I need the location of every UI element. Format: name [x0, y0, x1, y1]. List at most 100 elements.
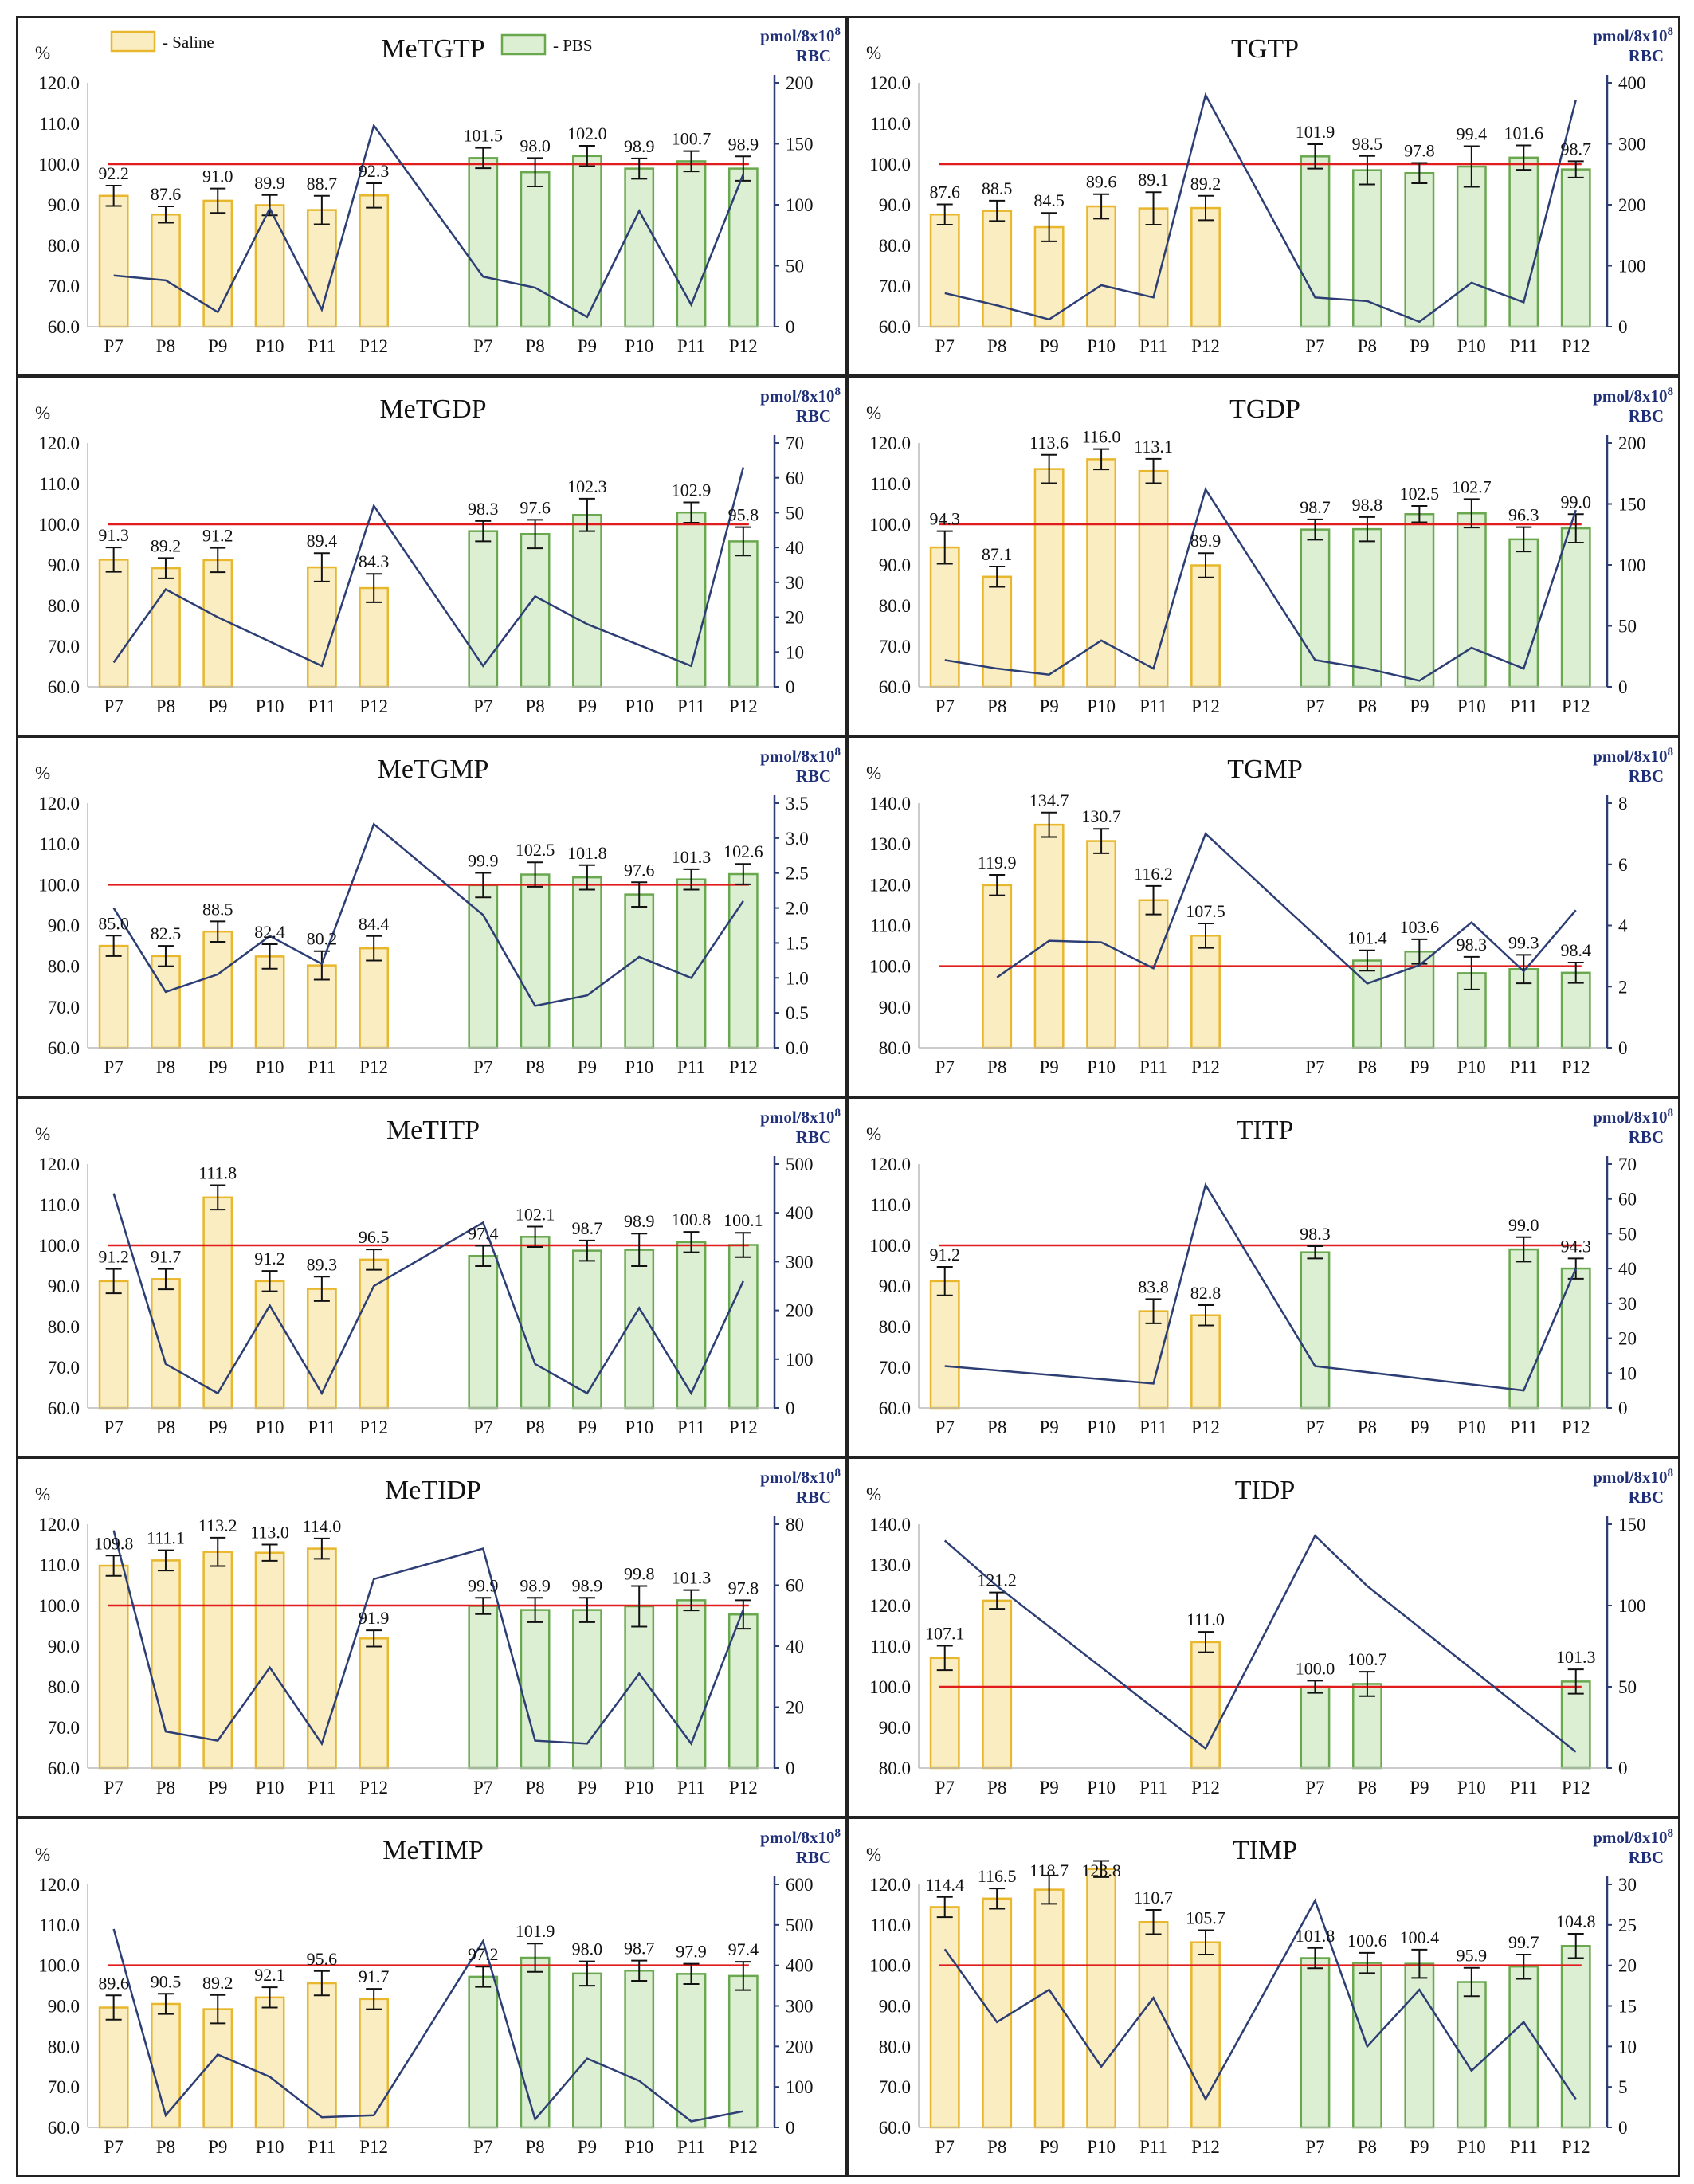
concentration-line — [944, 1182, 1577, 1392]
data-label: 88.5 — [982, 178, 1013, 198]
data-label: 100.6 — [1347, 1931, 1387, 1951]
left-axis-unit: % — [866, 403, 881, 423]
error-bar — [475, 872, 492, 899]
saline-bar-p7 — [929, 213, 960, 328]
plot-area — [98, 1928, 759, 2129]
x-tick-label: P8 — [987, 1417, 1006, 1437]
y-tick-label: 130.0 — [869, 1555, 911, 1575]
error-bar — [578, 1597, 595, 1623]
error-bar — [1307, 1245, 1323, 1260]
saline-bar-p12 — [1190, 564, 1221, 688]
error-bar — [631, 881, 648, 908]
y-tick-label: 100.0 — [869, 515, 911, 535]
y2-tick-label: 0 — [1618, 1038, 1628, 1058]
error-bar — [1145, 457, 1162, 484]
error-bar — [1145, 1298, 1162, 1324]
data-label: 89.6 — [98, 1973, 129, 1993]
pbs-bar-p11 — [676, 1599, 707, 1770]
data-label: 98.7 — [572, 1218, 603, 1238]
saline-bar-p12 — [1190, 935, 1221, 1049]
data-label: 98.4 — [1560, 940, 1591, 960]
x-tick-label: P12 — [1562, 696, 1590, 716]
y-tick-label: 70.0 — [48, 637, 80, 657]
pbs-bar-p10 — [624, 1249, 655, 1410]
x-tick-label: P12 — [1562, 336, 1590, 356]
y2-tick-label: 200 — [1618, 433, 1646, 453]
error-bar — [1307, 143, 1323, 170]
error-bar — [1198, 1929, 1214, 1955]
saline-bar-p11 — [1138, 899, 1169, 1049]
error-bar — [105, 1555, 122, 1577]
saline-bar-p9 — [202, 1551, 233, 1770]
error-bar — [735, 1599, 751, 1630]
x-tick-label: P12 — [359, 1057, 388, 1077]
error-bar — [1145, 191, 1162, 225]
chart-panel-metgtp: MeTGTP% pmol/8x108 RBC 60.0 70.0 80.0 90.0 100.… — [16, 16, 847, 376]
error-bar — [210, 1994, 226, 2025]
error-bar — [210, 547, 226, 574]
pbs-bar-p12 — [727, 540, 759, 688]
saline-bar-p10 — [254, 1996, 285, 2129]
plot-area — [98, 467, 759, 688]
pbs-bar-p7 — [468, 1975, 499, 2129]
pbs-bar-p8 — [520, 1236, 551, 1410]
data-label: 91.9 — [359, 1608, 390, 1628]
y-tick-label: 90.0 — [48, 1997, 80, 2017]
data-label: 98.3 — [1457, 935, 1488, 955]
saline-bar-p7 — [98, 1564, 129, 1770]
error-bar — [313, 1970, 330, 1997]
y-tick-label: 100.0 — [869, 957, 911, 977]
data-label: 113.0 — [250, 1523, 289, 1543]
x-tick-label: P7 — [935, 1778, 955, 1798]
data-label: 82.4 — [254, 922, 285, 942]
saline-bar-p8 — [982, 210, 1013, 328]
y-tick-label: 100.0 — [38, 1596, 80, 1616]
y-tick-label: 90.0 — [48, 1637, 80, 1657]
x-tick-label: P12 — [1562, 1778, 1590, 1798]
y-tick-label: 100.0 — [38, 155, 80, 174]
pbs-bar-p7 — [1300, 1685, 1331, 1770]
chart-panel-timp: TIMP% pmol/8x108 RBC 60.0 70.0 80.0 90.0 100.0 1… — [847, 1817, 1680, 2177]
saline-bar-p11 — [1138, 1921, 1169, 2129]
error-bar — [261, 1270, 278, 1292]
x-tick-label: P12 — [729, 1057, 758, 1077]
chart-panel-metitp: MeTITP% pmol/8x108 RBC 60.0 70.0 80.0 90.0 100.… — [16, 1097, 847, 1457]
data-label: 114.0 — [303, 1516, 342, 1536]
error-bar — [475, 147, 492, 170]
plot-area — [929, 92, 1591, 328]
data-label: 92.2 — [98, 163, 129, 183]
concentration-line — [943, 1534, 1577, 1753]
x-tick-label: P8 — [987, 336, 1006, 356]
data-label: 102.1 — [516, 1205, 555, 1225]
y2-tick-label: 0.0 — [786, 1038, 809, 1058]
data-label: 99.0 — [1508, 1215, 1539, 1235]
pbs-bar-p11 — [1508, 1965, 1539, 2129]
data-label: 91.2 — [202, 526, 233, 546]
error-bar — [1041, 212, 1057, 242]
saline-bar-p9 — [1033, 1888, 1065, 2129]
error-bar — [631, 1233, 648, 1268]
x-tick-label: P12 — [729, 696, 758, 716]
saline-bar-p8 — [982, 1897, 1013, 2129]
saline-bar-p7 — [929, 546, 960, 688]
right-axis-unit: pmol/8x108 — [1593, 386, 1673, 406]
x-tick-label: P8 — [1358, 1778, 1377, 1798]
y2-tick-label: 60 — [786, 1576, 804, 1596]
data-label: 97.4 — [728, 1939, 759, 1959]
y2-tick-label: 100 — [1618, 1596, 1646, 1616]
x-tick-label: P10 — [1457, 336, 1486, 356]
error-bar — [1463, 1966, 1480, 1998]
saline-bar-p10 — [1086, 840, 1117, 1049]
data-label: 104.8 — [1556, 1911, 1596, 1931]
data-label: 116.0 — [1082, 427, 1121, 447]
data-label: 102.3 — [567, 476, 607, 496]
saline-bar-p8 — [151, 213, 181, 328]
x-tick-label: P11 — [1139, 1057, 1167, 1077]
y-tick-label: 120.0 — [38, 1515, 80, 1535]
y-tick-label: 60.0 — [879, 1398, 911, 1418]
x-tick-label: P8 — [1358, 1057, 1377, 1077]
y2-tick-label: 50 — [786, 257, 804, 276]
x-tick-label: P8 — [525, 1057, 544, 1077]
saline-bar-p7 — [98, 1280, 129, 1410]
